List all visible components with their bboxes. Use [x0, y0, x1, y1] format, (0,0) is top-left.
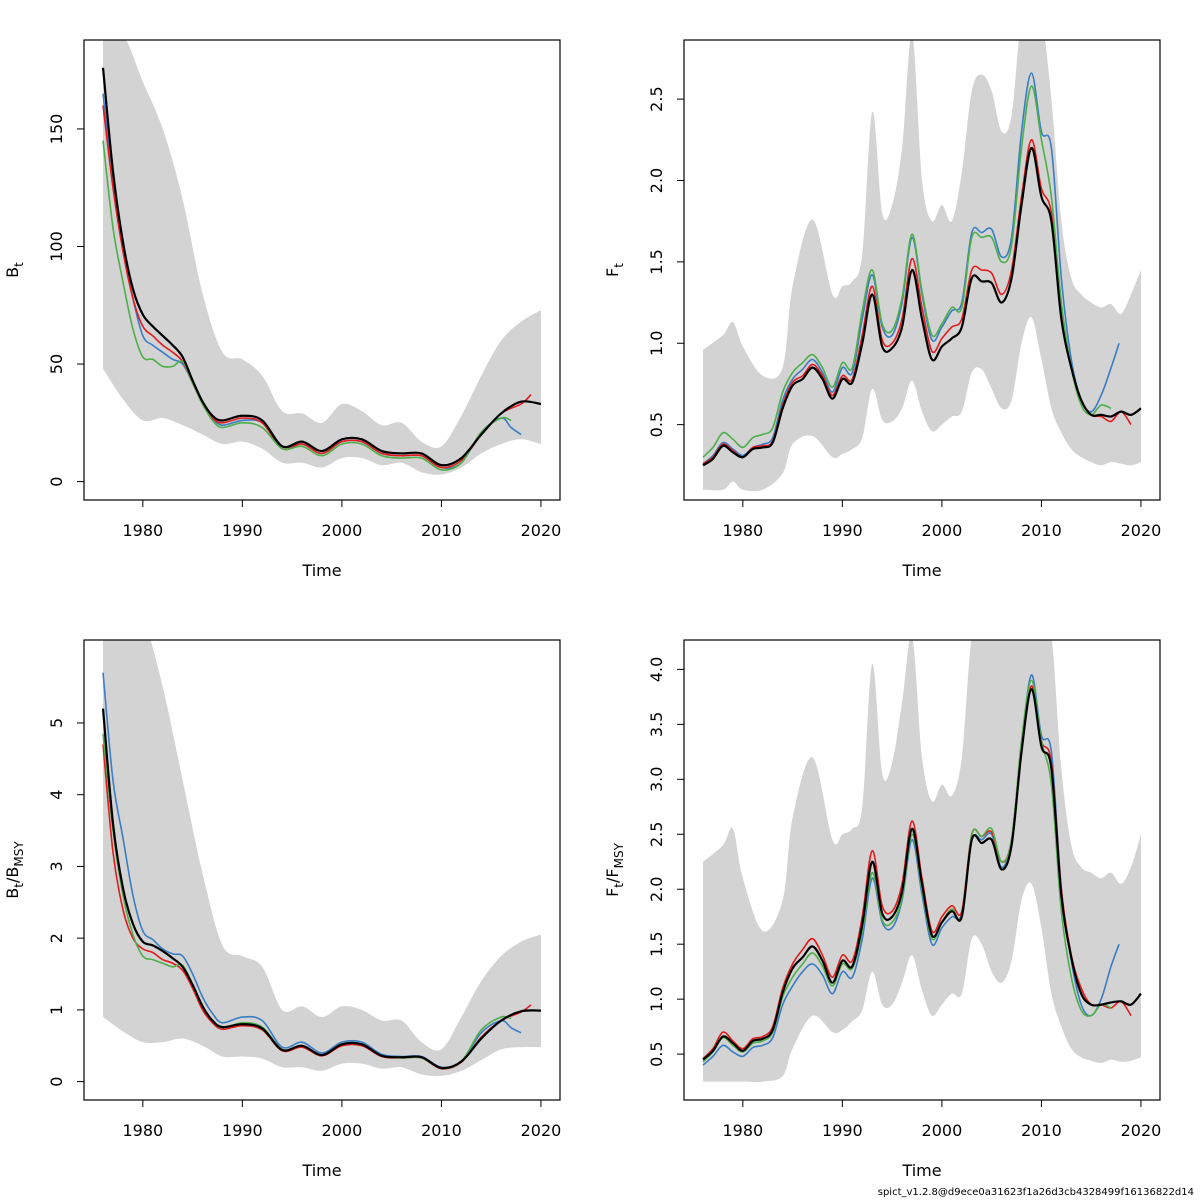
x-axis: 1980 1990 2000 2010 2020 — [722, 499, 1162, 540]
y-tick-label: 2.5 — [647, 822, 666, 847]
y-tick-label: 1 — [47, 1005, 66, 1015]
y-axis-label: Bt — [3, 262, 26, 278]
y-tick-label: 4 — [47, 790, 66, 800]
series-line-black — [101, 67, 542, 467]
y-tick-label: 0.5 — [647, 1041, 666, 1066]
y-tick-label: 150 — [47, 114, 66, 145]
y-tick-label: 0.5 — [647, 412, 666, 437]
confidence-band — [703, 40, 1141, 492]
confidence-band — [103, 40, 541, 475]
x-tick-label: 2000 — [922, 1121, 963, 1140]
y-tick-label: 1.5 — [647, 249, 666, 274]
y-tick-label: 50 — [47, 354, 66, 374]
x-axis-label: Time — [901, 561, 941, 580]
x-axis-label: Time — [901, 1161, 941, 1180]
y-tick-label: 1.0 — [647, 331, 666, 356]
y-axis-label: Bt/BMSY — [3, 841, 26, 899]
x-tick-label: 1990 — [222, 521, 263, 540]
y-tick-label: 1.5 — [647, 931, 666, 956]
x-axis-label: Time — [301, 561, 341, 580]
panel-bbmsy: 1980 1990 2000 2010 2020 Time 0 1 2 3 4 5 Bt/BMSY — [3, 639, 562, 1180]
y-tick-label: 5 — [47, 718, 66, 728]
series-line-red — [102, 105, 532, 469]
y-tick-label: 2.0 — [647, 168, 666, 193]
x-tick-label: 2020 — [521, 1121, 562, 1140]
y-tick-label: 2.5 — [647, 86, 666, 111]
y-tick-label: 100 — [47, 231, 66, 262]
series-line-black — [101, 708, 541, 1070]
y-tick-label: 2.0 — [647, 877, 666, 902]
x-tick-label: 2000 — [322, 1121, 363, 1140]
panel-bt: 1980 1990 2000 2010 2020 Time 0 50 100 150 Bt — [3, 39, 562, 580]
y-axis: 0 50 100 150 — [47, 114, 85, 487]
y-axis: 0.5 1.0 1.5 2.0 2.5 3.0 3.5 4.0 — [647, 657, 685, 1067]
plot-area — [101, 640, 541, 1077]
y-axis: 0 1 2 3 4 5 — [47, 718, 85, 1087]
y-tick-label: 3.0 — [647, 767, 666, 792]
y-tick-label: 1.0 — [647, 986, 666, 1011]
x-axis-label: Time — [301, 1161, 341, 1180]
panel-ffmsy: 1980 1990 2000 2010 2020 Time 0.5 1.0 1.5 2.0 2.5 3… — [603, 639, 1162, 1180]
x-tick-label: 2010 — [1021, 521, 1062, 540]
x-tick-label: 1980 — [122, 521, 163, 540]
x-tick-label: 2010 — [1021, 1121, 1062, 1140]
y-axis: 0.5 1.0 1.5 2.0 2.5 — [647, 86, 685, 437]
y-tick-label: 0 — [47, 477, 66, 487]
series-line-black — [702, 688, 1142, 1061]
x-tick-label: 2020 — [1121, 1121, 1162, 1140]
y-tick-label: 2 — [47, 933, 66, 943]
x-tick-label: 2000 — [922, 521, 963, 540]
x-tick-label: 2000 — [322, 521, 363, 540]
x-axis: 1980 1990 2000 2010 2020 — [122, 1099, 562, 1140]
plot-area — [702, 640, 1142, 1083]
confidence-band — [103, 640, 541, 1077]
panel-ft: 1980 1990 2000 2010 2020 Time 0.5 1.0 1.5 2.0 2.5 F… — [603, 39, 1162, 580]
x-tick-label: 1980 — [722, 521, 763, 540]
version-footer: spict_v1.2.8@d9ece0a31623f1a26d3cb432849… — [877, 1187, 1194, 1198]
x-tick-label: 1990 — [822, 1121, 863, 1140]
x-tick-label: 2010 — [421, 1121, 462, 1140]
x-tick-label: 1980 — [122, 1121, 163, 1140]
plot-area — [702, 40, 1142, 492]
x-tick-label: 2020 — [521, 521, 562, 540]
x-tick-label: 1980 — [722, 1121, 763, 1140]
x-axis: 1980 1990 2000 2010 2020 — [722, 1099, 1162, 1140]
confidence-band — [703, 640, 1141, 1083]
y-tick-label: 3.5 — [647, 712, 666, 737]
y-tick-label: 0 — [47, 1077, 66, 1087]
y-axis-label: Ft — [603, 263, 626, 277]
plot-area — [101, 40, 542, 475]
x-tick-label: 2010 — [421, 521, 462, 540]
x-axis: 1980 1990 2000 2010 2020 — [122, 499, 562, 540]
x-tick-label: 1990 — [822, 521, 863, 540]
x-tick-label: 2020 — [1121, 521, 1162, 540]
y-tick-label: 4.0 — [647, 657, 666, 682]
y-tick-label: 3 — [47, 861, 66, 871]
series-line-green — [102, 140, 512, 471]
x-tick-label: 1990 — [222, 1121, 263, 1140]
series-line-green — [702, 85, 1112, 458]
series-line-black — [702, 146, 1142, 467]
y-axis-label: Ft/FMSY — [603, 842, 626, 896]
